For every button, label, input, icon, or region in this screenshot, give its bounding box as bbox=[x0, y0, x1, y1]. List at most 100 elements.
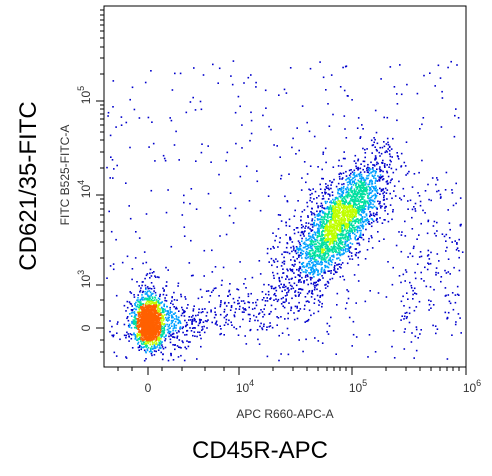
event-dot bbox=[256, 170, 258, 172]
event-dot bbox=[316, 197, 318, 199]
event-dot bbox=[387, 175, 390, 178]
event-dot bbox=[427, 219, 430, 222]
event-dot bbox=[434, 85, 436, 87]
event-dot bbox=[257, 338, 259, 341]
event-dot bbox=[454, 294, 457, 296]
event-dot bbox=[314, 232, 317, 234]
event-dot bbox=[305, 271, 307, 274]
event-dot bbox=[158, 334, 160, 337]
event-dot bbox=[357, 179, 359, 182]
event-dot bbox=[140, 304, 142, 307]
event-dot bbox=[309, 237, 311, 240]
event-dot bbox=[408, 321, 411, 324]
event-dot bbox=[383, 194, 385, 197]
event-dot bbox=[223, 302, 226, 305]
event-dot bbox=[127, 325, 130, 327]
event-dot bbox=[214, 323, 217, 325]
event-dot bbox=[159, 347, 162, 350]
event-dot bbox=[140, 348, 142, 351]
event-dot bbox=[163, 314, 166, 316]
event-dot bbox=[456, 247, 459, 249]
event-dot bbox=[384, 209, 386, 212]
event-dot bbox=[369, 180, 371, 182]
event-dot bbox=[133, 319, 136, 322]
event-dot bbox=[359, 171, 362, 174]
event-dot bbox=[173, 299, 176, 301]
event-dot bbox=[433, 232, 436, 235]
event-dot bbox=[128, 326, 131, 328]
event-dot bbox=[324, 287, 327, 289]
event-dot bbox=[343, 115, 346, 117]
event-dot bbox=[170, 245, 173, 248]
event-dot bbox=[319, 247, 321, 249]
event-dot bbox=[161, 307, 163, 310]
event-dot bbox=[154, 328, 156, 330]
event-dot bbox=[400, 300, 403, 303]
event-dot bbox=[337, 239, 340, 241]
event-dot bbox=[151, 334, 154, 336]
event-dot bbox=[314, 256, 316, 258]
event-dot bbox=[112, 263, 115, 265]
event-dot bbox=[322, 216, 325, 218]
event-dot bbox=[156, 327, 158, 329]
event-dot bbox=[369, 186, 371, 189]
event-dot bbox=[356, 186, 359, 188]
event-dot bbox=[322, 241, 325, 244]
event-dot bbox=[110, 156, 112, 158]
event-dot bbox=[393, 86, 396, 88]
event-dot bbox=[324, 259, 327, 261]
event-dot bbox=[290, 269, 292, 272]
event-dot bbox=[288, 302, 290, 304]
event-dot bbox=[158, 276, 160, 279]
event-dot bbox=[137, 294, 139, 296]
event-dot bbox=[262, 316, 264, 318]
event-dot bbox=[358, 196, 361, 199]
event-dot bbox=[200, 345, 202, 348]
event-dot bbox=[351, 231, 353, 233]
event-dot bbox=[153, 338, 156, 340]
event-dot bbox=[144, 338, 146, 340]
event-dot bbox=[336, 203, 339, 206]
event-dot bbox=[140, 320, 143, 323]
event-dot bbox=[151, 121, 153, 123]
event-dot bbox=[289, 237, 291, 240]
event-dot bbox=[351, 180, 354, 183]
event-dot bbox=[153, 316, 155, 319]
event-dot bbox=[351, 220, 354, 223]
event-dot bbox=[325, 224, 327, 227]
event-dot bbox=[158, 302, 160, 304]
event-dot bbox=[354, 236, 356, 239]
event-dot bbox=[411, 332, 413, 334]
event-dot bbox=[364, 190, 367, 192]
event-dot bbox=[328, 231, 330, 234]
event-dot bbox=[237, 288, 240, 291]
event-dot bbox=[347, 223, 350, 226]
event-dot bbox=[154, 340, 157, 342]
event-dot bbox=[404, 280, 406, 282]
event-dot bbox=[330, 272, 332, 274]
event-dot bbox=[330, 230, 333, 233]
event-dot bbox=[361, 209, 364, 212]
event-dot bbox=[356, 242, 358, 245]
event-dot bbox=[440, 280, 442, 283]
event-dot bbox=[348, 200, 351, 203]
event-dot bbox=[374, 351, 377, 353]
event-dot bbox=[446, 358, 449, 360]
event-dot bbox=[427, 183, 429, 186]
event-dot bbox=[356, 203, 358, 206]
event-dot bbox=[142, 262, 144, 265]
event-dot bbox=[330, 255, 333, 257]
event-dot bbox=[179, 322, 182, 324]
event-dot bbox=[351, 208, 354, 210]
event-dot bbox=[266, 300, 269, 302]
event-dot bbox=[324, 214, 326, 216]
event-dot bbox=[346, 262, 349, 265]
event-dot bbox=[129, 291, 131, 293]
event-dot bbox=[168, 316, 170, 319]
event-dot bbox=[397, 158, 400, 160]
event-dot bbox=[362, 184, 365, 186]
event-dot bbox=[141, 294, 143, 296]
event-dot bbox=[171, 89, 174, 91]
event-dot bbox=[225, 318, 228, 321]
event-dot bbox=[353, 169, 356, 172]
